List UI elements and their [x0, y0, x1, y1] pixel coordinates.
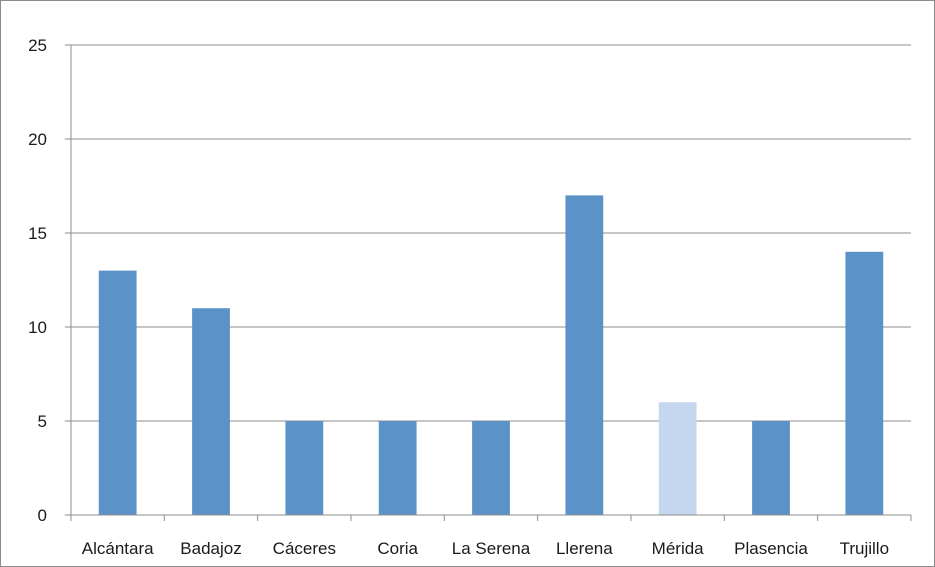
- x-category-label: Badajoz: [180, 539, 241, 558]
- bar-llerena: [565, 195, 604, 515]
- bar-plasencia: [752, 421, 790, 515]
- bar-alcántara: [98, 270, 137, 515]
- x-category-label: Coria: [377, 539, 418, 558]
- y-tick-label: 15: [28, 224, 47, 243]
- x-category-labels: Alcántara Badajoz Cáceres Coria La Serena Lle…: [82, 539, 889, 558]
- x-category-label: Alcántara: [82, 539, 154, 558]
- y-tick-labels: 0 5 10 15 20 25: [28, 36, 47, 525]
- bar-trujillo: [845, 251, 884, 516]
- x-category-label: Cáceres: [273, 539, 336, 558]
- bar-mérida: [658, 402, 697, 515]
- x-category-label: Mérida: [652, 539, 705, 558]
- x-category-label: La Serena: [452, 539, 531, 558]
- bar-badajoz: [192, 308, 230, 515]
- y-tick-label: 5: [38, 412, 47, 431]
- bar-cáceres: [285, 421, 324, 515]
- axes: [65, 44, 912, 521]
- bar-coria: [378, 421, 417, 515]
- bars: [98, 195, 884, 516]
- x-category-label: Trujillo: [840, 539, 889, 558]
- y-tick-label: 25: [28, 36, 47, 55]
- y-tick-label: 20: [28, 130, 47, 149]
- y-tick-label: 0: [38, 506, 47, 525]
- y-tick-label: 10: [28, 318, 47, 337]
- x-category-label: Llerena: [556, 539, 613, 558]
- x-category-label: Plasencia: [734, 539, 808, 558]
- bar-la-serena: [472, 421, 510, 515]
